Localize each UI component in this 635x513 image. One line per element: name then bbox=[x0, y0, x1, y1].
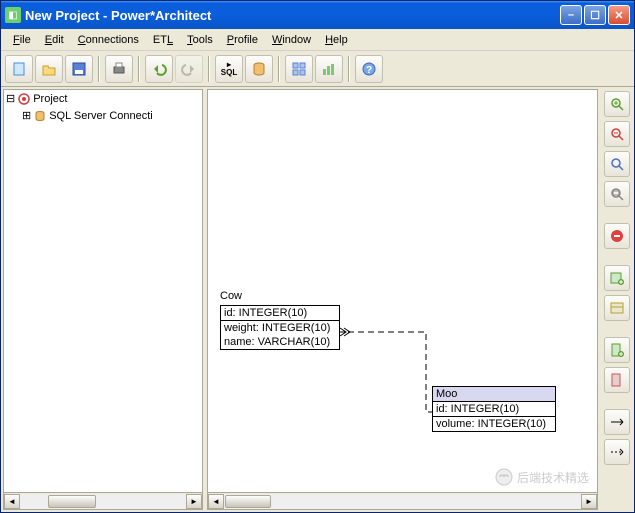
diagram-canvas[interactable]: Cow id: INTEGER(10) weight: INTEGER(10) … bbox=[207, 89, 598, 493]
redo-button[interactable] bbox=[175, 55, 203, 83]
expand-icon: ⊞ bbox=[22, 109, 31, 122]
menu-edit[interactable]: Edit bbox=[39, 32, 70, 48]
watermark: 后端技术精选 bbox=[495, 468, 589, 486]
menu-connections[interactable]: Connections bbox=[72, 32, 145, 48]
print-button[interactable] bbox=[105, 55, 133, 83]
table-moo[interactable]: Moo id: INTEGER(10) volume: INTEGER(10) bbox=[432, 386, 556, 432]
help-button[interactable]: ? bbox=[355, 55, 383, 83]
menubar: File Edit Connections ETL Tools Profile … bbox=[1, 29, 634, 51]
zoom-fit-button[interactable] bbox=[604, 181, 630, 207]
menu-window[interactable]: Window bbox=[266, 32, 317, 48]
relation-nonidentifying-button[interactable] bbox=[604, 439, 630, 465]
moo-title: Moo bbox=[433, 387, 555, 402]
close-button[interactable]: ✕ bbox=[608, 5, 630, 25]
edit-column-button[interactable] bbox=[604, 367, 630, 393]
chart-button[interactable] bbox=[315, 55, 343, 83]
moo-col-volume: volume: INTEGER(10) bbox=[433, 417, 555, 431]
tree-label: SQL Server Connecti bbox=[49, 110, 153, 122]
cow-label: Cow bbox=[220, 290, 242, 302]
zoom-reset-button[interactable] bbox=[604, 151, 630, 177]
canvas-scrollbar[interactable]: ◄ ► bbox=[207, 493, 598, 510]
moo-pk: id: INTEGER(10) bbox=[433, 402, 555, 417]
table-cow[interactable]: id: INTEGER(10) weight: INTEGER(10) name… bbox=[220, 305, 340, 350]
menu-file[interactable]: File bbox=[7, 32, 37, 48]
target-icon bbox=[17, 92, 31, 106]
menu-tools[interactable]: Tools bbox=[181, 32, 219, 48]
tree-scrollbar[interactable]: ◄ ► bbox=[4, 492, 202, 509]
zoom-in-button[interactable] bbox=[604, 91, 630, 117]
tree-label: Project bbox=[33, 93, 67, 105]
minimize-button[interactable]: – bbox=[560, 5, 582, 25]
grid-button[interactable] bbox=[285, 55, 313, 83]
save-button[interactable] bbox=[65, 55, 93, 83]
window-title: New Project - Power*Architect bbox=[25, 8, 560, 23]
svg-text:?: ? bbox=[366, 65, 372, 76]
right-toolbar bbox=[600, 87, 634, 512]
sql-button[interactable]: ▸SQL bbox=[215, 55, 243, 83]
zoom-out-button[interactable] bbox=[604, 121, 630, 147]
new-column-button[interactable] bbox=[604, 337, 630, 363]
new-table-button[interactable] bbox=[604, 265, 630, 291]
tree-item-project[interactable]: ⊟ Project bbox=[4, 90, 202, 107]
app-icon: ◧ bbox=[5, 7, 21, 23]
titlebar: ◧ New Project - Power*Architect – ☐ ✕ bbox=[1, 1, 634, 29]
cow-col-weight: weight: INTEGER(10) bbox=[221, 321, 339, 335]
undo-button[interactable] bbox=[145, 55, 173, 83]
relation-identifying-button[interactable] bbox=[604, 409, 630, 435]
tree-item-connection[interactable]: ⊞ SQL Server Connecti bbox=[4, 107, 202, 124]
tree-panel: ⊟ Project ⊞ SQL Server Connecti ◄ ► bbox=[3, 89, 203, 510]
cow-pk: id: INTEGER(10) bbox=[221, 306, 339, 321]
db-button[interactable] bbox=[245, 55, 273, 83]
delete-button[interactable] bbox=[604, 223, 630, 249]
cow-col-name: name: VARCHAR(10) bbox=[221, 335, 339, 349]
menu-etl[interactable]: ETL bbox=[147, 32, 179, 48]
toolbar: ▸SQL ? bbox=[1, 51, 634, 87]
open-button[interactable] bbox=[35, 55, 63, 83]
new-button[interactable] bbox=[5, 55, 33, 83]
edit-table-button[interactable] bbox=[604, 295, 630, 321]
database-icon bbox=[33, 109, 47, 123]
maximize-button[interactable]: ☐ bbox=[584, 5, 606, 25]
menu-profile[interactable]: Profile bbox=[221, 32, 264, 48]
collapse-icon: ⊟ bbox=[6, 92, 15, 105]
menu-help[interactable]: Help bbox=[319, 32, 354, 48]
